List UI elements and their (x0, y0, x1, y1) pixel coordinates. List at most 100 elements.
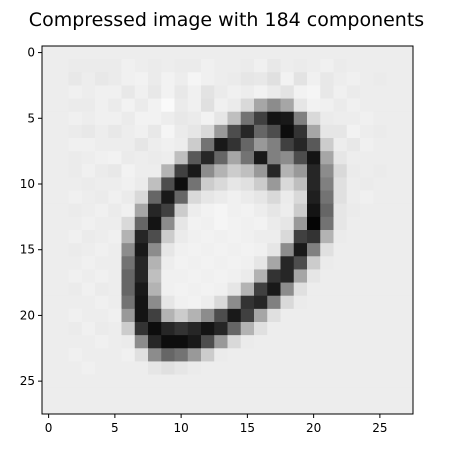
image-pixel (228, 59, 242, 73)
image-pixel (347, 401, 361, 415)
image-pixel (148, 283, 162, 297)
image-pixel (254, 388, 268, 402)
image-pixel (347, 335, 361, 349)
image-pixel (241, 204, 255, 218)
image-pixel (108, 164, 122, 178)
image-pixel (387, 283, 401, 297)
image-pixel (347, 112, 361, 126)
image-pixel (294, 283, 308, 297)
image-pixel (69, 243, 83, 257)
image-pixel (82, 283, 96, 297)
image-pixel (307, 125, 321, 139)
image-pixel (161, 99, 175, 113)
image-pixel (294, 309, 308, 323)
image-pixel (294, 322, 308, 336)
image-pixel (387, 99, 401, 113)
image-pixel (82, 256, 96, 270)
image-pixel (82, 85, 96, 99)
image-pixel (82, 269, 96, 283)
image-pixel (307, 283, 321, 297)
image-pixel (214, 269, 228, 283)
image-pixel (201, 151, 215, 165)
image-pixel (201, 296, 215, 310)
image-pixel (214, 309, 228, 323)
image-pixel (55, 217, 69, 231)
image-pixel (55, 138, 69, 152)
image-pixel (108, 283, 122, 297)
image-pixel (373, 99, 387, 113)
image-pixel (108, 296, 122, 310)
image-pixel (135, 348, 149, 362)
image-pixel (148, 46, 162, 60)
image-pixel (42, 243, 56, 257)
x-axis-ticks: 0 5 10 15 20 25 (45, 414, 388, 435)
figure-title: Compressed image with 184 components (29, 9, 424, 31)
image-pixel (241, 72, 255, 86)
x-tick-label: 0 (45, 421, 53, 435)
image-pixel (360, 125, 374, 139)
image-pixel (320, 269, 334, 283)
image-pixel (42, 217, 56, 231)
image-pixel (228, 217, 242, 231)
image-pixel (228, 112, 242, 126)
image-pixel (175, 335, 189, 349)
image-pixel (135, 177, 149, 191)
image-pixel (122, 335, 136, 349)
image-pixel (188, 204, 202, 218)
image-pixel (387, 125, 401, 139)
image-pixel (201, 375, 215, 389)
image-pixel (228, 296, 242, 310)
image-pixel (95, 138, 109, 152)
image-pixel (360, 164, 374, 178)
image-pixel (161, 335, 175, 349)
image-pixel (214, 85, 228, 99)
image-pixel (267, 85, 281, 99)
image-pixel (387, 204, 401, 218)
image-pixel (175, 85, 189, 99)
image-pixel (175, 204, 189, 218)
image-pixel (161, 85, 175, 99)
image-pixel (161, 322, 175, 336)
image-pixel (307, 296, 321, 310)
image-pixel (307, 230, 321, 244)
image-pixel (95, 230, 109, 244)
image-pixel (373, 388, 387, 402)
image-pixel (281, 59, 295, 73)
image-pixel (228, 243, 242, 257)
image-pixel (42, 296, 56, 310)
image-pixel (214, 256, 228, 270)
image-pixel (400, 296, 414, 310)
image-pixel (307, 177, 321, 191)
image-pixel (42, 59, 56, 73)
image-pixel (241, 59, 255, 73)
image-pixel (201, 243, 215, 257)
image-pixel (161, 177, 175, 191)
image-pixel (241, 151, 255, 165)
image-pixel (214, 191, 228, 205)
image-pixel (214, 177, 228, 191)
image-pixel (334, 191, 348, 205)
image-pixel (82, 296, 96, 310)
image-pixel (122, 322, 136, 336)
y-tick-label: 0 (27, 46, 35, 60)
image-pixel (334, 164, 348, 178)
image-pixel (69, 125, 83, 139)
image-pixel (320, 348, 334, 362)
image-pixel (373, 269, 387, 283)
image-pixel (307, 85, 321, 99)
image-pixel (161, 269, 175, 283)
image-pixel (254, 348, 268, 362)
image-pixel (254, 125, 268, 139)
image-pixel (228, 125, 242, 139)
image-pixel (175, 375, 189, 389)
image-pixel (122, 269, 136, 283)
image-pixel (334, 125, 348, 139)
image-pixel (122, 46, 136, 60)
image-pixel (188, 125, 202, 139)
image-pixel (135, 361, 149, 375)
image-pixel (320, 151, 334, 165)
image-pixel (307, 388, 321, 402)
image-pixel (201, 99, 215, 113)
image-pixel (281, 375, 295, 389)
image-pixel (148, 269, 162, 283)
